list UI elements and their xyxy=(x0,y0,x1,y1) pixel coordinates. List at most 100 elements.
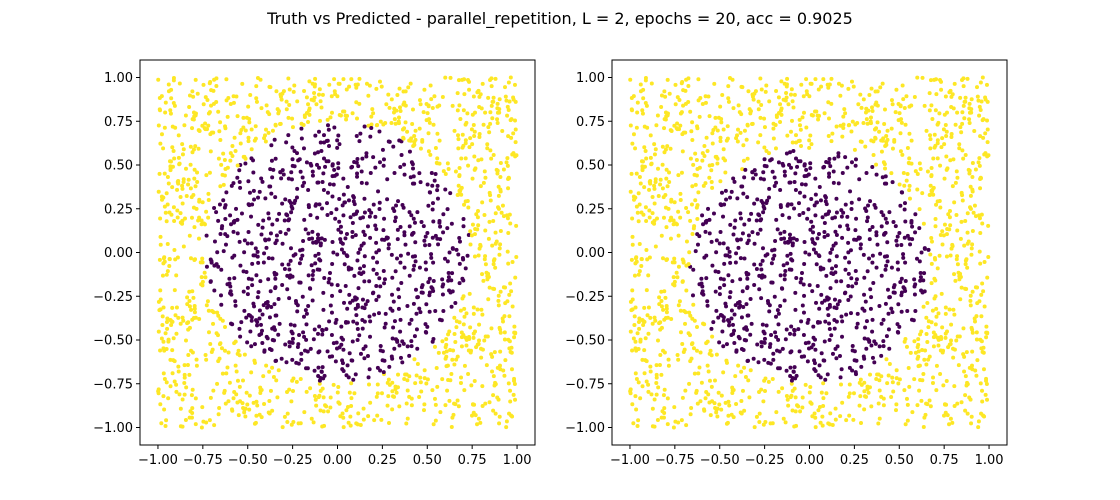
predicted-point-outside xyxy=(637,269,642,274)
predicted-point-outside xyxy=(958,125,963,130)
predicted-point-inside xyxy=(777,349,782,354)
truth-point-outside xyxy=(233,148,238,153)
predicted-point-inside xyxy=(817,184,822,189)
truth-point-outside xyxy=(441,169,446,174)
predicted-point-outside xyxy=(934,92,939,97)
predicted-point-outside xyxy=(649,81,654,86)
truth-point-outside xyxy=(207,418,212,423)
truth-point-inside xyxy=(395,227,400,232)
predicted-point-outside xyxy=(720,92,725,97)
predicted-point-inside xyxy=(802,194,807,199)
predicted-point-inside xyxy=(919,250,924,255)
truth-point-inside xyxy=(367,208,372,213)
truth-point-inside xyxy=(281,172,286,177)
truth-point-outside xyxy=(424,381,429,386)
predicted-point-outside xyxy=(689,356,694,361)
truth-point-inside xyxy=(323,164,328,169)
truth-point-outside xyxy=(240,378,245,383)
predicted-point-outside xyxy=(870,105,875,110)
truth-point-outside xyxy=(327,82,332,87)
predicted-point-outside xyxy=(694,158,699,163)
predicted-point-inside xyxy=(742,337,747,342)
predicted-point-outside xyxy=(870,108,875,113)
truth-point-outside xyxy=(508,75,513,80)
truth-point-outside xyxy=(226,350,231,355)
predicted-point-outside xyxy=(764,83,769,88)
predicted-point-outside xyxy=(668,236,673,241)
truth-point-outside xyxy=(386,92,391,97)
predicted-point-outside xyxy=(790,140,795,145)
truth-point-inside xyxy=(446,271,451,276)
predicted-y-axis-ticks: −1.00−0.75−0.50−0.250.000.250.500.751.00 xyxy=(565,71,612,436)
predicted-point-outside xyxy=(978,176,983,181)
predicted-point-outside xyxy=(750,94,755,99)
predicted-point-inside xyxy=(784,151,789,156)
truth-point-outside xyxy=(165,175,170,180)
truth-point-inside xyxy=(412,263,417,268)
truth-point-inside xyxy=(358,247,363,252)
truth-point-inside xyxy=(331,250,336,255)
truth-point-inside xyxy=(420,283,425,288)
truth-point-inside xyxy=(320,180,325,185)
truth-point-inside xyxy=(401,205,406,210)
truth-point-outside xyxy=(511,97,516,102)
predicted-point-inside xyxy=(812,203,817,208)
truth-point-outside xyxy=(195,170,200,175)
predicted-point-outside xyxy=(784,394,789,399)
predicted-point-outside xyxy=(818,420,823,425)
truth-point-inside xyxy=(273,358,278,363)
truth-point-outside xyxy=(295,99,300,104)
truth-point-outside xyxy=(170,348,175,353)
predicted-point-outside xyxy=(681,88,686,93)
predicted-points-layer xyxy=(628,75,991,430)
predicted-point-inside xyxy=(802,163,807,168)
predicted-point-inside xyxy=(722,283,727,288)
truth-point-inside xyxy=(373,214,378,219)
truth-point-outside xyxy=(189,307,194,312)
predicted-point-inside xyxy=(782,229,787,234)
truth-point-outside xyxy=(276,368,281,373)
predicted-point-outside xyxy=(678,330,683,335)
predicted-point-outside xyxy=(645,125,650,130)
predicted-point-inside xyxy=(898,203,903,208)
truth-point-outside xyxy=(171,336,176,341)
predicted-point-outside xyxy=(696,371,701,376)
truth-point-outside xyxy=(231,94,236,99)
predicted-point-outside xyxy=(650,406,655,411)
predicted-point-outside xyxy=(697,365,702,370)
truth-point-inside xyxy=(277,321,282,326)
predicted-point-outside xyxy=(916,364,921,369)
truth-point-outside xyxy=(462,363,467,368)
truth-point-inside xyxy=(255,323,260,328)
truth-point-outside xyxy=(321,395,326,400)
predicted-point-inside xyxy=(775,308,780,313)
truth-point-inside xyxy=(341,347,346,352)
predicted-point-inside xyxy=(789,202,794,207)
truth-point-outside xyxy=(490,116,495,121)
truth-point-outside xyxy=(309,416,314,421)
truth-point-outside xyxy=(405,378,410,383)
truth-point-inside xyxy=(333,359,338,364)
truth-point-outside xyxy=(175,208,180,213)
truth-point-inside xyxy=(329,310,334,315)
predicted-point-outside xyxy=(829,139,834,144)
predicted-point-inside xyxy=(883,174,888,179)
predicted-point-outside xyxy=(652,142,657,147)
predicted-point-outside xyxy=(962,99,967,104)
truth-point-inside xyxy=(302,217,307,222)
truth-point-inside xyxy=(402,233,407,238)
predicted-point-outside xyxy=(629,257,634,262)
predicted-point-outside xyxy=(938,335,943,340)
truth-point-inside xyxy=(388,306,393,311)
predicted-point-outside xyxy=(632,314,637,319)
truth-point-outside xyxy=(279,97,284,102)
predicted-point-outside xyxy=(877,378,882,383)
truth-point-inside xyxy=(290,145,295,150)
truth-point-outside xyxy=(231,396,236,401)
truth-point-inside xyxy=(381,370,386,375)
truth-point-outside xyxy=(215,381,220,386)
predicted-point-outside xyxy=(902,388,907,393)
predicted-point-outside xyxy=(703,181,708,186)
predicted-point-outside xyxy=(924,128,929,133)
predicted-point-outside xyxy=(927,398,932,403)
